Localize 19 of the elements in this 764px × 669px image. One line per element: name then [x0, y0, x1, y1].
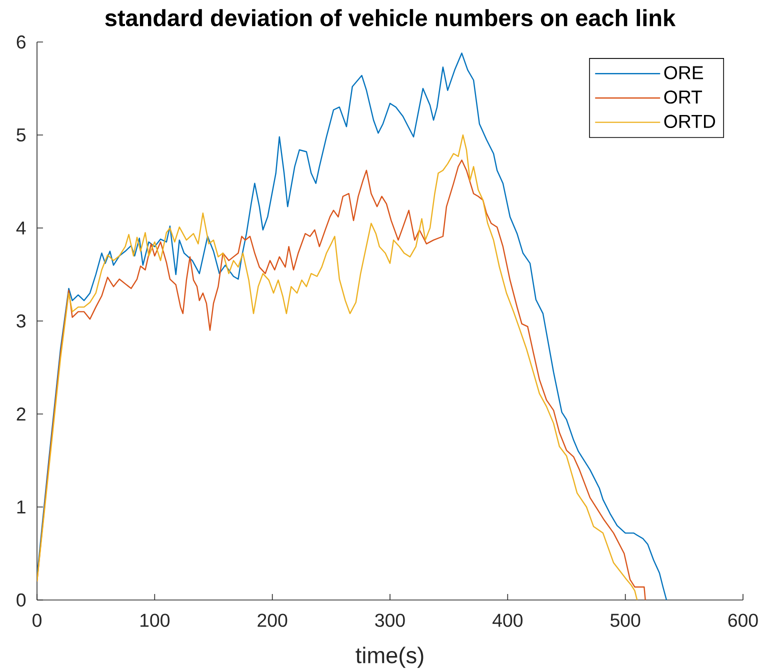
x-axis-title: time(s)	[356, 646, 424, 668]
x-tick-label: 600	[728, 614, 758, 627]
y-tick-label: 5	[16, 128, 26, 142]
y-tick-label: 2	[16, 407, 26, 421]
legend-label: ORTD	[664, 114, 716, 128]
x-tick-label: 500	[610, 614, 640, 627]
y-tick-label: 3	[16, 314, 26, 328]
y-tick-label: 0	[16, 593, 26, 607]
chart-title: standard deviation of vehicle numbers on each link	[105, 9, 676, 26]
legend-label: ORE	[664, 66, 704, 80]
y-tick-label: 1	[17, 500, 26, 514]
x-tick-label: 200	[258, 614, 288, 627]
y-tick-label: 6	[16, 35, 26, 49]
y-tick-label: 4	[16, 222, 26, 234]
legend-label: ORT	[664, 90, 702, 104]
x-tick-label: 400	[492, 614, 523, 627]
x-tick-label: 300	[375, 614, 405, 627]
x-tick-label: 0	[32, 614, 42, 627]
x-tick-label: 100	[140, 614, 170, 627]
